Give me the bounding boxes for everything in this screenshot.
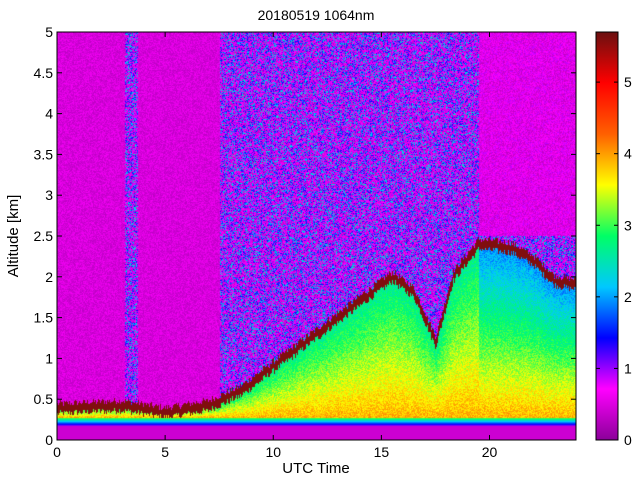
x-axis-title: UTC Time [282, 460, 350, 477]
x-tick-label: 5 [161, 444, 169, 460]
y-tick-label: 3.5 [34, 146, 54, 162]
y-tick-label: 0.5 [34, 391, 54, 407]
plot-area [56, 31, 577, 441]
y-axis-title: Altitude [km] [5, 195, 22, 278]
x-tick-label: 0 [53, 444, 61, 460]
x-axis: 0 5 10 15 20 [53, 32, 497, 460]
backscatter-heatmap [57, 32, 576, 440]
colorbar-tick-label: 3 [624, 217, 632, 233]
y-tick-label: 5 [45, 24, 53, 40]
y-axis: 0 0.5 1 1.5 2 2.5 3 3.5 4 4.5 5 [34, 24, 576, 448]
y-tick-label: 0 [45, 432, 53, 448]
y-tick-label: 2.5 [34, 228, 54, 244]
y-tick-label: 4 [45, 106, 53, 122]
y-tick-label: 2 [45, 269, 53, 285]
colorbar-tick-label: 5 [624, 74, 632, 90]
y-tick-label: 4.5 [34, 65, 54, 81]
y-tick-label: 3 [45, 187, 53, 203]
colorbar-tick-label: 4 [624, 146, 632, 162]
colorbar-gradient [596, 32, 618, 440]
colorbar-frame [595, 31, 619, 441]
colorbar-tick-label: 2 [624, 289, 632, 305]
x-tick-label: 15 [374, 444, 390, 460]
colorbar: 0 1 2 3 4 5 [595, 31, 632, 448]
x-tick-label: 10 [265, 444, 281, 460]
colorbar-tick-label: 1 [624, 360, 632, 376]
colorbar-tick-label: 0 [624, 432, 632, 448]
colorbar-ticks: 0 1 2 3 4 5 [596, 74, 632, 448]
chart-title: 20180519 1064nm [258, 7, 375, 23]
y-tick-label: 1.5 [34, 310, 54, 326]
y-tick-label: 1 [45, 350, 53, 366]
x-tick-label: 20 [482, 444, 498, 460]
